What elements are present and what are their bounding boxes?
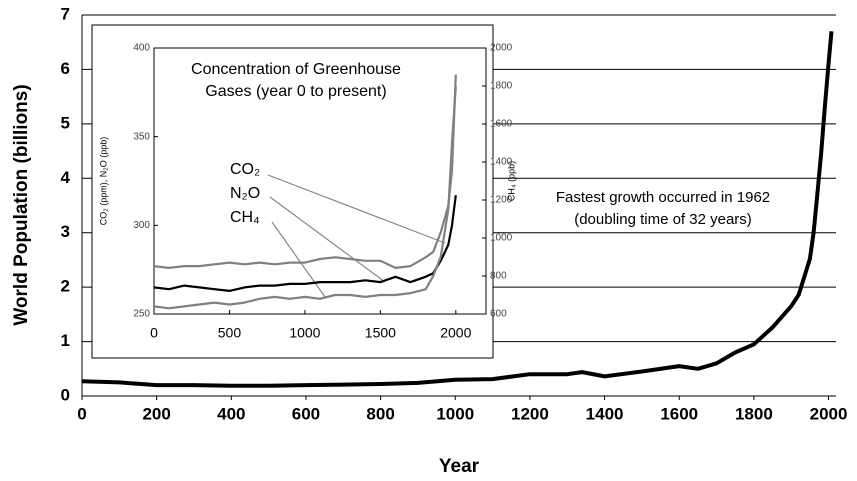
x-tick-label: 1400	[586, 404, 624, 423]
x-tick-label: 2000	[440, 325, 471, 341]
y-tick-label: 300	[133, 220, 150, 231]
x-tick-label: 400	[217, 404, 245, 423]
inset-title: Concentration of Greenhouse	[191, 61, 401, 78]
y-tick-label: 250	[133, 309, 150, 320]
y-tick-label: 6	[61, 59, 70, 78]
x-tick-label: 800	[366, 404, 394, 423]
legend-label: CO₂	[230, 161, 260, 178]
y-tick-label: 5	[61, 113, 70, 132]
y-tick-label: 400	[133, 43, 150, 54]
inset-frame	[91, 24, 494, 359]
data-line	[153, 85, 457, 310]
annotation: Fastest growth occurred in 1962	[556, 189, 770, 206]
y2-axis-label: CH₄ (ppb)	[506, 161, 516, 201]
annotation: (doubling time of 32 years)	[574, 211, 752, 228]
y2-tick-label: 1800	[490, 81, 513, 92]
data-line	[153, 74, 457, 269]
arrow-co2	[267, 174, 446, 244]
y2-tick-label: 2000	[490, 43, 513, 54]
x-axis-label: Year	[439, 456, 480, 477]
x-tick-label: 1600	[660, 404, 698, 423]
y2-tick-label: 1000	[490, 233, 513, 244]
x-tick-label: 0	[150, 325, 158, 341]
x-tick-label: 1500	[365, 325, 396, 341]
y-axis-label: World Population (billions)	[11, 84, 32, 325]
y-tick-label: 2	[61, 277, 70, 296]
x-tick-label: 1000	[289, 325, 320, 341]
annotation-arrows	[267, 174, 446, 298]
inset-title: Gases (year 0 to present)	[205, 83, 386, 100]
x-tick-label: 1200	[511, 404, 549, 423]
y2-tick-label: 1400	[490, 157, 513, 168]
y-tick-label: 0	[61, 385, 70, 404]
arrow-n2o	[269, 196, 386, 283]
x-tick-label: 200	[142, 404, 170, 423]
x-tick-label: 1800	[735, 404, 773, 423]
y-tick-label: 350	[133, 131, 150, 142]
x-tick-label: 1000	[436, 404, 474, 423]
y-tick-label: 7	[61, 4, 70, 23]
y-axis-label: CO₂ (ppm), N₂O (ppb)	[98, 137, 108, 226]
x-tick-label: 2000	[810, 404, 848, 423]
legend-label: N₂O	[230, 185, 260, 202]
inset-plot-area	[153, 47, 487, 315]
data-line	[81, 31, 834, 388]
x-tick-label: 0	[77, 404, 86, 423]
y2-tick-label: 1200	[490, 195, 513, 206]
y-tick-label: 4	[61, 168, 71, 187]
legend-label: CH₄	[230, 209, 260, 226]
x-tick-label: 500	[218, 325, 242, 341]
y2-tick-label: 1600	[490, 119, 513, 130]
y-tick-label: 1	[61, 331, 70, 350]
x-tick-label: 600	[292, 404, 320, 423]
arrow-ch4	[271, 221, 326, 298]
y2-tick-label: 600	[490, 309, 507, 320]
y-tick-label: 3	[61, 222, 70, 241]
y2-tick-label: 800	[490, 271, 507, 282]
